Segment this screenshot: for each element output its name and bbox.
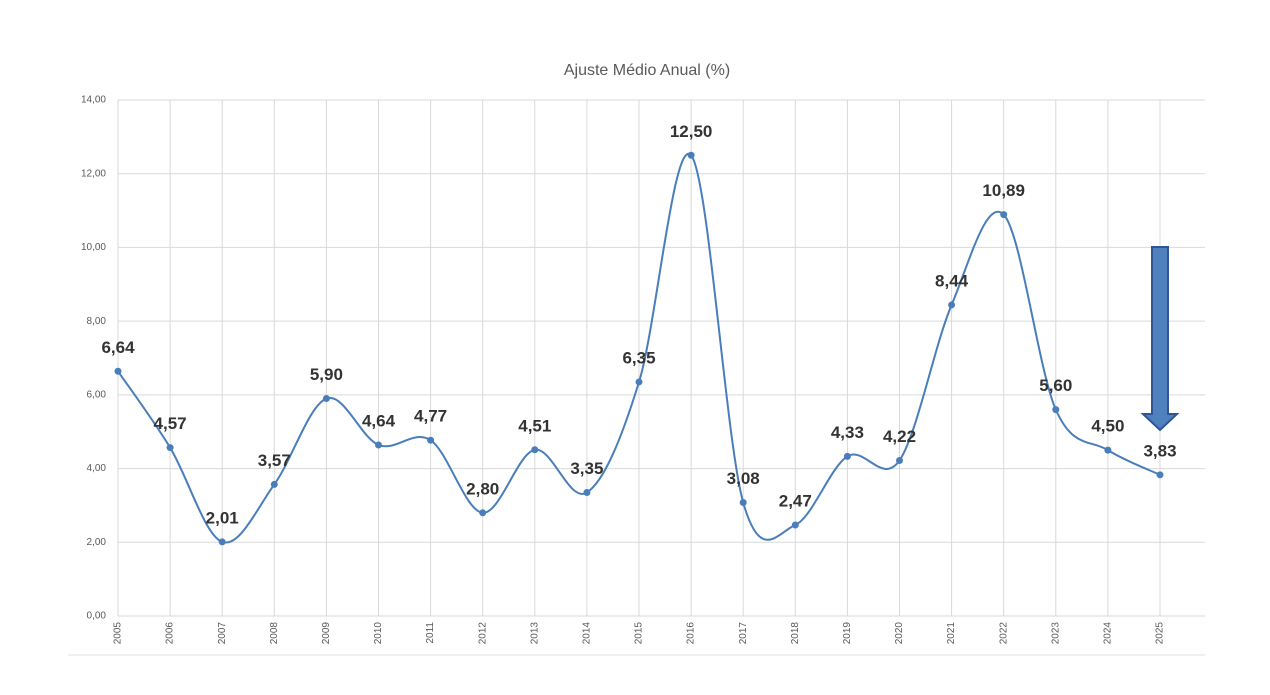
value-label: 2,01 <box>206 508 239 527</box>
value-label: 3,57 <box>258 451 291 470</box>
x-tick-label: 2022 <box>998 622 1009 645</box>
x-tick-label: 2009 <box>321 622 332 645</box>
value-label: 3,83 <box>1143 441 1176 460</box>
x-tick-label: 2010 <box>373 622 384 645</box>
x-tick-label: 2015 <box>634 622 645 645</box>
y-tick-label: 12,00 <box>81 168 106 179</box>
point <box>218 538 226 546</box>
y-tick-label: 2,00 <box>87 537 107 548</box>
series-line <box>117 152 1161 544</box>
chart-title: Ajuste Médio Anual (%) <box>564 62 730 79</box>
value-label: 4,51 <box>518 416 551 435</box>
x-tick-label: 2017 <box>738 622 749 645</box>
value-label: 6,64 <box>101 338 135 357</box>
value-label: 4,22 <box>883 427 916 446</box>
x-tick-label: 2005 <box>113 622 124 645</box>
y-tick-label: 6,00 <box>87 389 107 400</box>
value-label: 6,35 <box>622 348 655 367</box>
value-label: 4,57 <box>154 414 187 433</box>
value-label: 4,50 <box>1091 417 1124 436</box>
plot-area: 0,00 2,00 4,00 6,00 8,00 10,00 12,00 14,00 2005 2… <box>81 95 1205 645</box>
x-tick-label: 2007 <box>217 622 228 645</box>
x-tick-label: 2023 <box>1050 622 1061 645</box>
point <box>896 456 903 464</box>
point <box>1156 471 1164 479</box>
down-arrow <box>1140 246 1180 432</box>
value-label: 3,35 <box>570 459 603 478</box>
point <box>322 395 330 403</box>
point <box>583 489 591 497</box>
point <box>166 444 174 452</box>
x-tick-label: 2014 <box>582 622 593 645</box>
value-label: 2,47 <box>779 491 812 510</box>
point <box>375 441 382 449</box>
y-tick-label: 4,00 <box>87 463 107 474</box>
x-tick-label: 2020 <box>894 622 905 645</box>
point <box>427 436 435 444</box>
x-tick-label: 2018 <box>790 622 801 645</box>
y-tick-label: 10,00 <box>81 242 106 253</box>
point <box>948 301 956 309</box>
y-tick-label: 0,00 <box>87 611 107 622</box>
x-tick-label: 2013 <box>529 622 540 645</box>
point <box>739 498 747 506</box>
value-label: 8,44 <box>935 271 969 290</box>
point <box>270 480 278 488</box>
y-tick-label: 14,00 <box>81 95 106 106</box>
value-label: 10,89 <box>982 181 1025 200</box>
point <box>479 509 487 517</box>
point <box>791 521 799 529</box>
point <box>1104 446 1112 454</box>
point <box>1052 406 1060 414</box>
value-label: 4,64 <box>362 411 396 430</box>
x-tick-label: 2021 <box>946 622 957 645</box>
x-tick-label: 2019 <box>842 622 853 645</box>
x-tick-label: 2006 <box>165 622 176 645</box>
y-tick-label: 8,00 <box>87 316 107 327</box>
x-tick-label: 2011 <box>425 622 436 644</box>
point <box>687 151 695 159</box>
value-label: 4,33 <box>831 423 864 442</box>
value-label: 3,08 <box>727 469 760 488</box>
point <box>531 446 539 454</box>
point <box>843 452 851 460</box>
x-tick-label: 2024 <box>1103 622 1114 645</box>
x-tick-label: 2016 <box>686 622 697 645</box>
x-tick-label: 2025 <box>1155 622 1166 645</box>
value-label: 5,60 <box>1039 376 1072 395</box>
x-tick-label: 2012 <box>477 622 488 645</box>
point <box>114 367 122 375</box>
value-label: 2,80 <box>466 479 499 498</box>
x-tick-label: 2008 <box>269 622 280 645</box>
value-label: 12,50 <box>670 122 713 141</box>
point <box>635 378 643 386</box>
value-label: 4,77 <box>414 407 447 426</box>
value-label: 5,90 <box>310 365 343 384</box>
point <box>1000 211 1008 219</box>
